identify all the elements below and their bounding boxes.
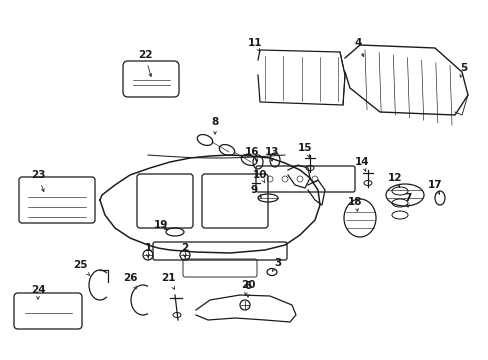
Text: 25: 25 xyxy=(73,260,89,275)
Text: 23: 23 xyxy=(31,170,45,192)
Text: 15: 15 xyxy=(297,143,312,157)
Text: 4: 4 xyxy=(354,38,363,57)
Text: 19: 19 xyxy=(154,220,168,230)
Text: 3: 3 xyxy=(272,258,281,271)
Text: 10: 10 xyxy=(252,170,267,183)
Text: 7: 7 xyxy=(404,193,411,207)
Text: 16: 16 xyxy=(244,147,259,161)
Text: 11: 11 xyxy=(247,38,262,51)
Text: 2: 2 xyxy=(181,243,188,257)
Text: 20: 20 xyxy=(240,280,255,297)
Text: 6: 6 xyxy=(244,281,251,295)
Text: 9: 9 xyxy=(250,185,261,197)
Text: 18: 18 xyxy=(347,197,362,211)
Text: 1: 1 xyxy=(144,243,151,257)
Text: 21: 21 xyxy=(161,273,175,289)
Text: 12: 12 xyxy=(387,173,402,187)
Text: 5: 5 xyxy=(459,63,467,77)
Text: 13: 13 xyxy=(264,147,279,161)
Text: 8: 8 xyxy=(211,117,218,134)
Text: 22: 22 xyxy=(138,50,152,77)
Text: 17: 17 xyxy=(427,180,442,194)
Text: 26: 26 xyxy=(122,273,137,289)
Text: 14: 14 xyxy=(354,157,368,171)
Text: 24: 24 xyxy=(31,285,45,299)
